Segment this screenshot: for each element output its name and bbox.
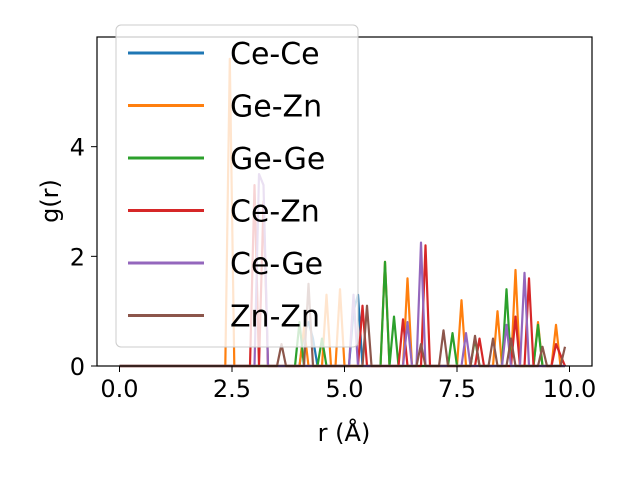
x-tick-label: 2.5 [213,375,251,403]
y-tick-label: 2 [70,243,85,271]
y-axis-label: g(r) [36,179,64,223]
y-tick-label: 0 [70,353,85,381]
x-tick-label: 7.5 [438,375,476,403]
legend: Ce-Ce Ge-Zn Ge-Ge Ce-Zn Ce-Ge Zn-Zn [115,24,359,348]
x-ticks: 0.0 2.5 5.0 7.5 10.0 [100,366,596,403]
legend-items: Ce-Ce Ge-Zn Ge-Ge Ce-Zn Ce-Ge Zn-Zn [128,37,325,335]
y-tick-label: 4 [70,134,85,162]
legend-label-ge-ge: Ge-Ge [230,142,325,177]
x-axis-label: r (Å) [318,418,371,447]
legend-label-zn-zn: Zn-Zn [230,300,320,335]
legend-label-ce-zn: Ce-Zn [230,195,320,230]
y-ticks: 0 2 4 [70,134,97,381]
legend-label-ce-ge: Ce-Ge [230,247,323,282]
x-tick-label: 5.0 [325,375,363,403]
legend-label-ge-zn: Ge-Zn [230,90,322,125]
legend-label-ce-ce: Ce-Ce [230,37,320,72]
x-tick-label: 10.0 [543,375,596,403]
x-tick-label: 0.0 [100,375,138,403]
